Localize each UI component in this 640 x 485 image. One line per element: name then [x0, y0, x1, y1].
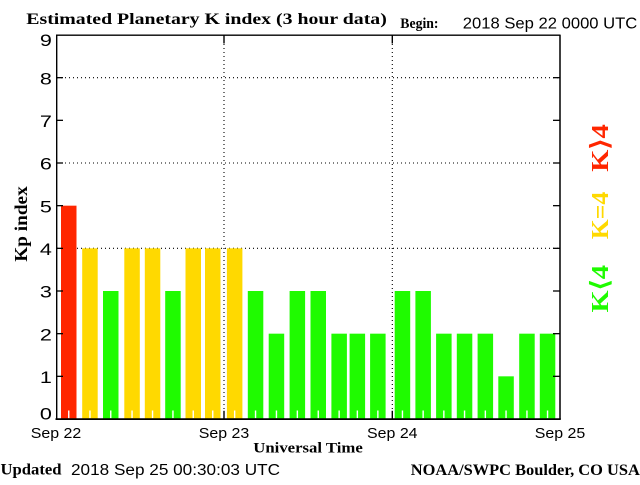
- svg-text:Sep 22: Sep 22: [31, 426, 82, 442]
- svg-text:Universal Time: Universal Time: [253, 441, 363, 457]
- svg-text:Sep 23: Sep 23: [199, 426, 250, 442]
- svg-text:8: 8: [40, 70, 52, 88]
- svg-text:6: 6: [40, 156, 52, 174]
- svg-text:Kp index: Kp index: [11, 186, 31, 262]
- svg-text:K⟨4: K⟨4: [587, 265, 614, 313]
- svg-text:3: 3: [40, 284, 52, 302]
- svg-text:2: 2: [40, 326, 52, 344]
- svg-text:Sep 25: Sep 25: [535, 426, 586, 442]
- svg-text:7: 7: [40, 113, 52, 131]
- svg-text:9: 9: [40, 32, 52, 50]
- svg-text:Estimated Planetary K index (3: Estimated Planetary K index (3 hour data…: [26, 11, 387, 28]
- svg-text:Updated: Updated: [1, 461, 62, 478]
- svg-text:K=4: K=4: [587, 192, 614, 240]
- svg-text:2018 Sep 25 00:30:03 UTC: 2018 Sep 25 00:30:03 UTC: [71, 462, 280, 479]
- svg-text:4: 4: [40, 241, 52, 259]
- svg-text:5: 5: [40, 198, 52, 216]
- svg-text:2018 Sep 22 0000 UTC: 2018 Sep 22 0000 UTC: [463, 16, 638, 33]
- svg-text:K⟩4: K⟩4: [587, 124, 614, 172]
- svg-text:1: 1: [40, 369, 52, 387]
- svg-text:Sep 24: Sep 24: [367, 426, 418, 442]
- svg-text:Begin:: Begin:: [400, 16, 438, 32]
- svg-text:NOAA/SWPC Boulder, CO USA: NOAA/SWPC Boulder, CO USA: [411, 462, 640, 479]
- svg-text:0: 0: [40, 406, 52, 424]
